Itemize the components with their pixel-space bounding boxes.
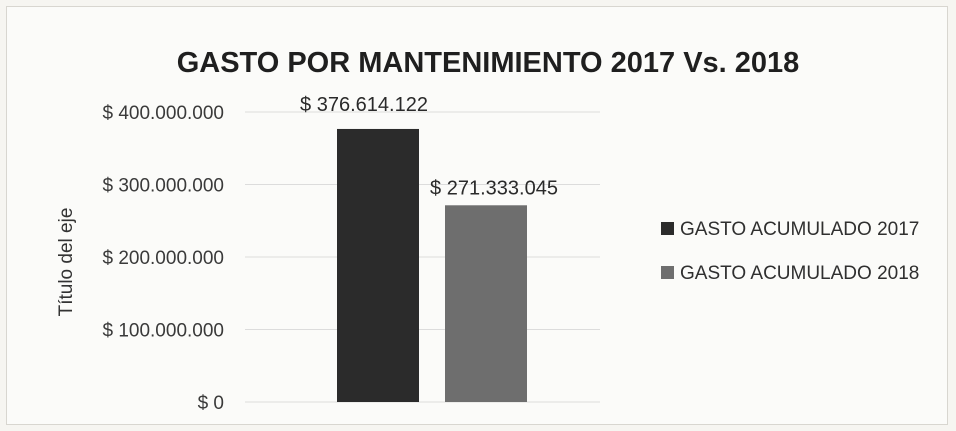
y-axis-ticks: $ 0 $ 100.000.000 $ 200.000.000 $ 300.000.0… <box>102 103 224 414</box>
y-tick-label: $ 100.000.000 <box>102 321 224 342</box>
y-tick-label: $ 400.000.000 <box>102 103 224 124</box>
legend: GASTO ACUMULADO 2017 GASTO ACUMULADO 2018 <box>661 219 919 284</box>
legend-entry-label: GASTO ACUMULADO 2018 <box>680 263 919 284</box>
y-tick-label: $ 200.000.000 <box>102 248 224 269</box>
grid-lines <box>245 111 600 403</box>
legend-swatch <box>661 266 674 279</box>
bars <box>337 128 527 402</box>
legend-entry-label: GASTO ACUMULADO 2017 <box>680 219 919 240</box>
bar-data-label: $ 376.614.122 <box>300 94 428 116</box>
y-axis-title: Título del eje <box>56 208 77 317</box>
legend-swatch <box>661 222 674 235</box>
chart-title: GASTO POR MANTENIMIENTO 2017 Vs. 2018 <box>177 47 800 79</box>
bar-1 <box>337 128 419 402</box>
bar-data-labels: $ 376.614.122 $ 271.333.045 <box>300 94 558 199</box>
y-tick-label: $ 300.000.000 <box>102 176 224 197</box>
bar-2 <box>445 205 527 402</box>
bar-data-label: $ 271.333.045 <box>430 177 558 199</box>
y-tick-label: $ 0 <box>198 393 224 414</box>
